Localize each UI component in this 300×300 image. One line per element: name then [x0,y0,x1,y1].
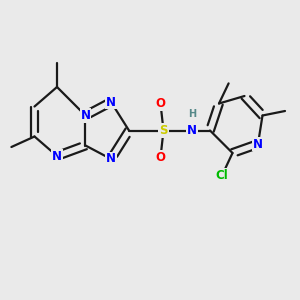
Text: O: O [155,97,166,110]
Text: N: N [106,95,116,109]
Text: N: N [253,137,263,151]
Text: H: H [188,109,196,119]
Text: N: N [52,149,62,163]
Text: N: N [106,152,116,166]
Text: N: N [187,124,197,137]
Text: O: O [155,151,166,164]
Text: N: N [80,109,91,122]
Text: Cl: Cl [216,169,228,182]
Text: S: S [159,124,168,137]
